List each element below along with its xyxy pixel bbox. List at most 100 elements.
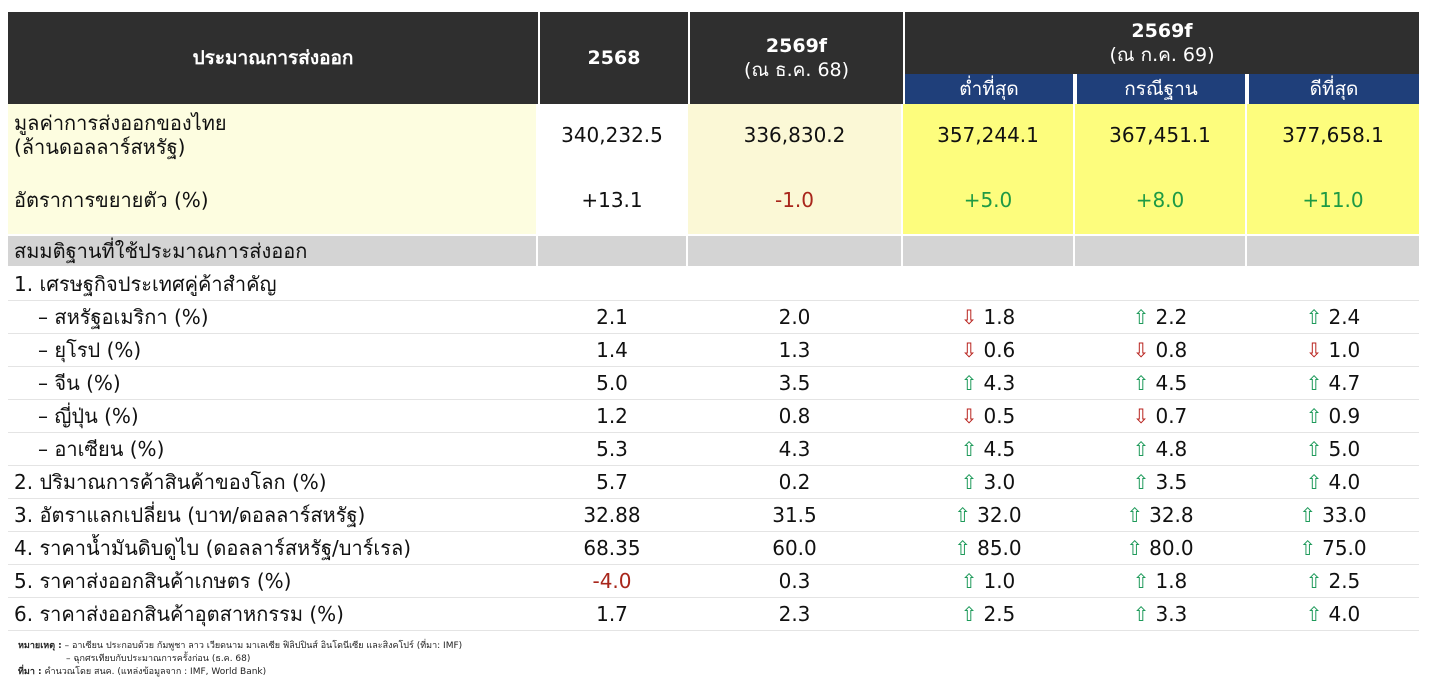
cell-base-value: 4.8 [1155,437,1188,461]
row-label: 5. ราคาส่งออกสินค้าเกษตร (%) [8,565,538,597]
assumptions-blank-2569-dec [688,236,903,266]
cell-high: ⇧ 2.4 [1247,301,1419,333]
export-value-high: 377,658.1 [1247,104,1419,166]
table-row: – จีน (%) 5.0 3.5 ⇧ 4.3 ⇧ 4.5 ⇧ 4.7 [8,367,1419,400]
cell-high: ⇧ 0.9 [1247,400,1419,432]
row-label: – สหรัฐอเมริกา (%) [8,301,538,333]
cell-high: ⇧ 5.0 [1247,433,1419,465]
up-arrow-icon: ⇧ [1126,536,1144,560]
cell-2569-dec-value: 0.8 [778,404,811,428]
cell-2568-value: 1.4 [596,338,628,362]
cell-2568-value: 1.2 [596,404,628,428]
cell-2568: 5.0 [538,367,688,399]
row-label: – จีน (%) [8,367,538,399]
cell-2569-dec-value: 3.5 [778,371,811,395]
cell-low: ⇩ 0.5 [903,400,1075,432]
assumptions-blank-low [903,236,1075,266]
cell-2569-dec: 3.5 [688,367,903,399]
cell-low: ⇧ 2.5 [903,598,1075,630]
cell-high: ⇧ 33.0 [1247,499,1419,531]
section1-blank-2569-dec [688,268,903,300]
growth-2569-dec: -1.0 [688,166,903,234]
header-2568: 2568 [538,12,688,104]
row-label: 3. อัตราแลกเปลี่ยน (บาท/ดอลลาร์สหรัฐ) [8,499,538,531]
row-label: 6. ราคาส่งออกสินค้าอุตสาหกรรม (%) [8,598,538,630]
cell-base: ⇩ 0.8 [1075,334,1247,366]
section1-blank-base [1075,268,1247,300]
down-arrow-icon: ⇩ [960,305,978,329]
cell-low: ⇧ 85.0 [903,532,1075,564]
cell-high-value: 4.0 [1328,470,1361,494]
section1-blank-high [1247,268,1419,300]
row-label: – อาเซียน (%) [8,433,538,465]
cell-low: ⇧ 1.0 [903,565,1075,597]
cell-2568-value: -4.0 [592,569,632,593]
cell-low: ⇩ 1.8 [903,301,1075,333]
cell-base: ⇧ 3.3 [1075,598,1247,630]
up-arrow-icon: ⇧ [1305,437,1323,461]
cell-high-value: 2.5 [1328,569,1361,593]
section1-blank-2568 [538,268,688,300]
cell-base: ⇧ 32.8 [1075,499,1247,531]
export-value-label-line1: มูลค่าการส่งออกของไทย [14,111,227,135]
note-1: – อาเซียน ประกอบด้วย กัมพูชา ลาว เวียดนา… [64,641,463,651]
up-arrow-icon: ⇧ [1126,503,1144,527]
source-label: ที่มา : [18,667,42,677]
cell-2568: 32.88 [538,499,688,531]
cell-2568: 68.35 [538,532,688,564]
cell-2568: 1.2 [538,400,688,432]
cell-base: ⇧ 80.0 [1075,532,1247,564]
note-2: – ฉุกศรเทียบกับประมาณการครั้งก่อน (ธ.ค. … [66,654,251,664]
cell-low-value: 1.0 [983,569,1016,593]
growth-row: อัตราการขยายตัว (%) +13.1 -1.0 +5.0 +8.0… [8,166,1419,234]
cell-base-value: 1.8 [1155,569,1188,593]
cell-base-value: 80.0 [1149,536,1194,560]
cell-high: ⇧ 2.5 [1247,565,1419,597]
export-value-2569-dec: 336,830.2 [688,104,903,166]
cell-high: ⇩ 1.0 [1247,334,1419,366]
cell-base: ⇧ 2.2 [1075,301,1247,333]
cell-2569-dec: 0.3 [688,565,903,597]
assumptions-blank-high [1247,236,1419,266]
table-row: – อาเซียน (%) 5.3 4.3 ⇧ 4.5 ⇧ 4.8 ⇧ 5.0 [8,433,1419,466]
cell-2569-dec: 1.3 [688,334,903,366]
cell-high-value: 4.0 [1328,602,1361,626]
up-arrow-icon: ⇧ [1305,569,1323,593]
cell-2569-dec-value: 2.0 [778,305,811,329]
growth-low: +5.0 [903,166,1075,234]
cell-low: ⇧ 32.0 [903,499,1075,531]
cell-2569-dec-value: 31.5 [772,503,817,527]
cell-low-value: 3.0 [983,470,1016,494]
header-scenario-high: ดีที่สุด [1247,74,1419,104]
table-row: – สหรัฐอเมริกา (%) 2.1 2.0 ⇩ 1.8 ⇧ 2.2 ⇧ 2.4 [8,301,1419,334]
table-row: – ยุโรป (%) 1.4 1.3 ⇩ 0.6 ⇩ 0.8 ⇩ 1.0 [8,334,1419,367]
cell-2568: 5.3 [538,433,688,465]
up-arrow-icon: ⇧ [954,536,972,560]
down-arrow-icon: ⇩ [960,338,978,362]
table-row: 5. ราคาส่งออกสินค้าเกษตร (%) -4.0 0.3 ⇧ 1.0 ⇧… [8,565,1419,598]
cell-2568-value: 2.1 [596,305,628,329]
cell-base: ⇧ 1.8 [1075,565,1247,597]
assumptions-blank-2568 [538,236,688,266]
up-arrow-icon: ⇧ [960,437,978,461]
table-row: – ญี่ปุ่น (%) 1.2 0.8 ⇩ 0.5 ⇩ 0.7 ⇧ 0.9 [8,400,1419,433]
growth-label: อัตราการขยายตัว (%) [8,166,538,234]
cell-high-value: 0.9 [1328,404,1361,428]
cell-2568-value: 1.7 [596,602,628,626]
cell-2569-dec-value: 1.3 [778,338,811,362]
cell-2569-dec: 2.0 [688,301,903,333]
up-arrow-icon: ⇧ [1305,305,1323,329]
cell-2568: -4.0 [538,565,688,597]
up-arrow-icon: ⇧ [1299,503,1317,527]
footnotes: หมายเหตุ : – อาเซียน ประกอบด้วย กัมพูชา … [18,640,462,679]
cell-2568: 2.1 [538,301,688,333]
cell-2568-value: 5.7 [596,470,628,494]
cell-high-value: 4.7 [1328,371,1361,395]
assumptions-header-row: สมมติฐานที่ใช้ประมาณการส่งออก [8,236,1419,266]
section1-title: 1. เศรษฐกิจประเทศคู่ค้าสำคัญ [8,268,538,300]
cell-base-value: 0.8 [1155,338,1188,362]
cell-base: ⇩ 0.7 [1075,400,1247,432]
cell-low-value: 85.0 [977,536,1022,560]
export-value-base: 367,451.1 [1075,104,1247,166]
header-scenario-low: ต่ำที่สุด [905,74,1075,104]
